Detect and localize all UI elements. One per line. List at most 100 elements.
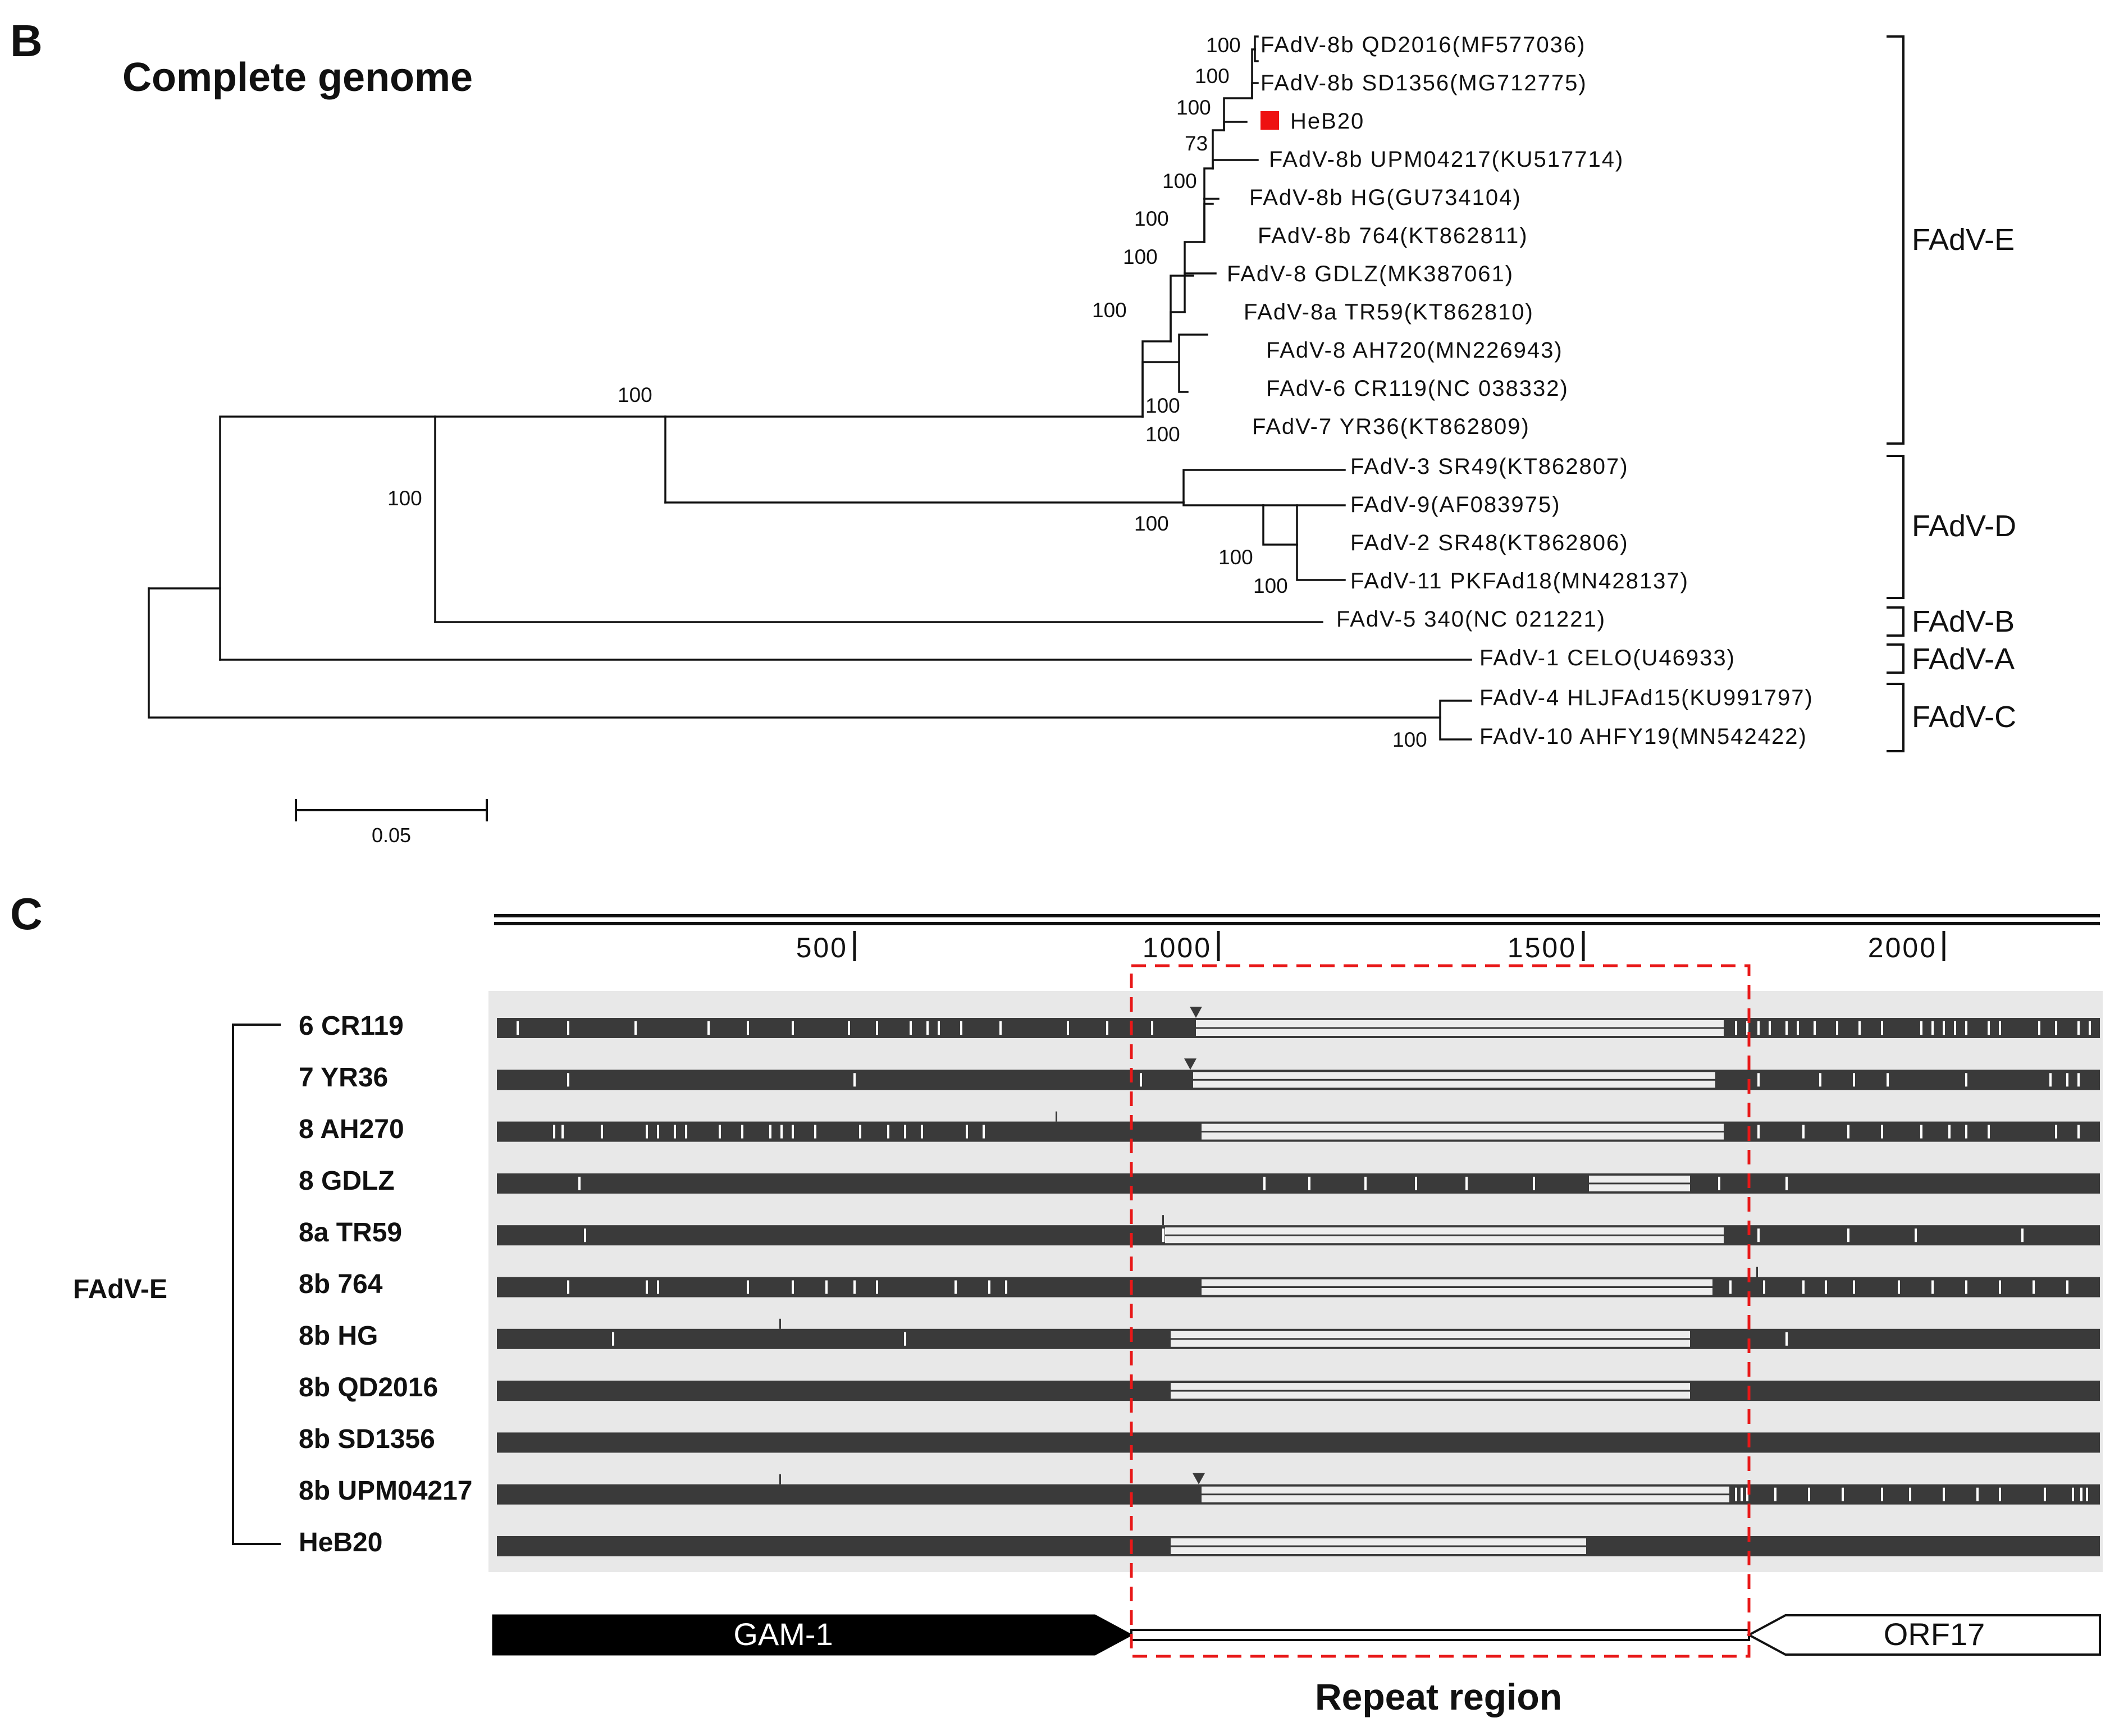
- alignment-gap-line: [1202, 1131, 1724, 1133]
- variant-mark: [1729, 1280, 1732, 1294]
- alignment-gap-line: [1202, 1493, 1729, 1496]
- insertion-marker: [1190, 1007, 1202, 1018]
- alignment-rows: [497, 1007, 2100, 1556]
- bootstrap-value: 100: [1145, 423, 1180, 446]
- variant-mark: [792, 1125, 794, 1139]
- variant-mark: [1943, 1487, 1945, 1501]
- sequence-label: 8b HG: [299, 1321, 378, 1351]
- variant-mark: [1005, 1280, 1007, 1294]
- clade-label: FAdV-A: [1912, 642, 2015, 676]
- variant-mark: [1881, 1487, 1883, 1501]
- variant-mark: [1814, 1021, 1816, 1035]
- alignment-gap-line: [1193, 1079, 1715, 1081]
- taxon-label: FAdV-8 AH720(MN226943): [1266, 338, 1563, 363]
- variant-mark: [1988, 1125, 1990, 1139]
- sequence-label: 8b UPM04217: [299, 1476, 473, 1506]
- variant-mark: [2077, 1125, 2080, 1139]
- taxon-label: FAdV-7 YR36(KT862809): [1252, 414, 1530, 439]
- repeat-region-bar: [1130, 1629, 1750, 1641]
- variant-mark: [2021, 1228, 2024, 1242]
- sequence-label: 8b QD2016: [299, 1373, 438, 1402]
- tree-taxa: FAdV-8b QD2016(MF577036) FAdV-8b SD1356(…: [1227, 33, 1814, 749]
- alignment-track: [497, 1173, 2100, 1194]
- scale-bar: 0.05: [295, 799, 488, 847]
- variant-mark: [859, 1125, 861, 1139]
- panel-c-label: C: [10, 889, 43, 939]
- taxon-label: FAdV-8b 764(KT862811): [1258, 223, 1528, 248]
- taxon-label: FAdV-3 SR49(KT862807): [1350, 454, 1629, 479]
- variant-mark: [1948, 1125, 1951, 1139]
- variant-mark: [853, 1073, 856, 1087]
- variant-mark: [1847, 1125, 1849, 1139]
- taxon-label: FAdV-10 AHFY19(MN542422): [1479, 724, 1807, 749]
- insertion-marker: [1193, 1473, 1205, 1484]
- variant-mark: [1976, 1487, 1979, 1501]
- gam1-gene-arrow: [492, 1614, 1134, 1656]
- variant-mark: [792, 1021, 794, 1035]
- variant-mark: [1769, 1021, 1771, 1035]
- variant-mark: [926, 1021, 929, 1035]
- variant-mark: [1943, 1021, 1945, 1035]
- variant-mark: [1746, 1021, 1748, 1035]
- variant-mark: [1802, 1125, 1805, 1139]
- bootstrap-value: 100: [1162, 170, 1197, 193]
- taxon-label: FAdV-8b SD1356(MG712775): [1260, 71, 1587, 95]
- variant-mark: [825, 1280, 828, 1294]
- variant-mark: [707, 1021, 710, 1035]
- variant-mark: [2089, 1021, 2091, 1035]
- variant-mark: [960, 1021, 962, 1035]
- variant-mark: [646, 1125, 648, 1139]
- variant-mark: [1931, 1280, 1934, 1294]
- variant-mark: [1735, 1487, 1737, 1501]
- variant-mark: [1965, 1021, 1967, 1035]
- variant-mark: [1785, 1332, 1788, 1346]
- bootstrap-value: 100: [1134, 207, 1169, 230]
- alignment-gap-line: [1171, 1338, 1690, 1340]
- variant-mark: [1853, 1073, 1855, 1087]
- clade-label: FAdV-B: [1912, 605, 2015, 638]
- variant-mark: [2055, 1021, 2057, 1035]
- variant-mark: [685, 1125, 687, 1139]
- variant-mark: [921, 1125, 923, 1139]
- taxon-label: FAdV-8 GDLZ(MK387061): [1227, 262, 1514, 286]
- row-labels: 6 CR119 7 YR36 8 AH270 8 GDLZ 8a TR59 8b…: [299, 1011, 473, 1557]
- bootstrap-value: 100: [1206, 34, 1241, 57]
- variant-mark: [2086, 1487, 2088, 1501]
- variant-mark: [1415, 1176, 1417, 1190]
- bootstrap-value: 100: [1176, 96, 1211, 119]
- variant-mark: [966, 1125, 968, 1139]
- bootstrap-value: 100: [387, 487, 422, 510]
- variant-mark: [584, 1228, 586, 1242]
- variant-mark: [1808, 1487, 1810, 1501]
- insertion-tick: [1756, 1267, 1758, 1277]
- clade-brackets: [1887, 35, 1905, 752]
- variant-mark: [1825, 1280, 1827, 1294]
- taxon-label: FAdV-5 340(NC 021221): [1336, 607, 1606, 632]
- variant-mark: [876, 1280, 878, 1294]
- variant-mark: [657, 1125, 659, 1139]
- variant-mark: [1954, 1021, 1956, 1035]
- variant-mark: [1757, 1073, 1760, 1087]
- variant-mark: [553, 1125, 555, 1139]
- sequence-label: 7 YR36: [299, 1063, 388, 1093]
- variant-mark: [1140, 1073, 1142, 1087]
- bootstrap-value: 100: [618, 383, 652, 406]
- bootstrap-value: 73: [1185, 132, 1208, 155]
- variant-mark: [567, 1073, 569, 1087]
- variant-mark: [1151, 1021, 1153, 1035]
- variant-mark: [1965, 1125, 1967, 1139]
- variant-mark: [2038, 1021, 2040, 1035]
- variant-mark: [1847, 1228, 1849, 1242]
- variant-mark: [1763, 1280, 1765, 1294]
- variant-mark: [1909, 1487, 1911, 1501]
- taxon-label: FAdV-4 HLJFAd15(KU991797): [1479, 686, 1814, 710]
- bootstrap-value: 100: [1392, 728, 1427, 751]
- group-bracket: FAdV-E: [73, 1024, 281, 1545]
- sequence-label: 8b SD1356: [299, 1424, 435, 1454]
- variant-mark: [1920, 1125, 1922, 1139]
- variant-mark: [1757, 1125, 1760, 1139]
- clade-label: FAdV-C: [1912, 700, 2016, 734]
- panel-c: C 500 1000 1500 2000 6 CR119 7 YR36 8 AH…: [10, 889, 2103, 1717]
- taxon-label: FAdV-8b UPM04217(KU517714): [1269, 147, 1624, 172]
